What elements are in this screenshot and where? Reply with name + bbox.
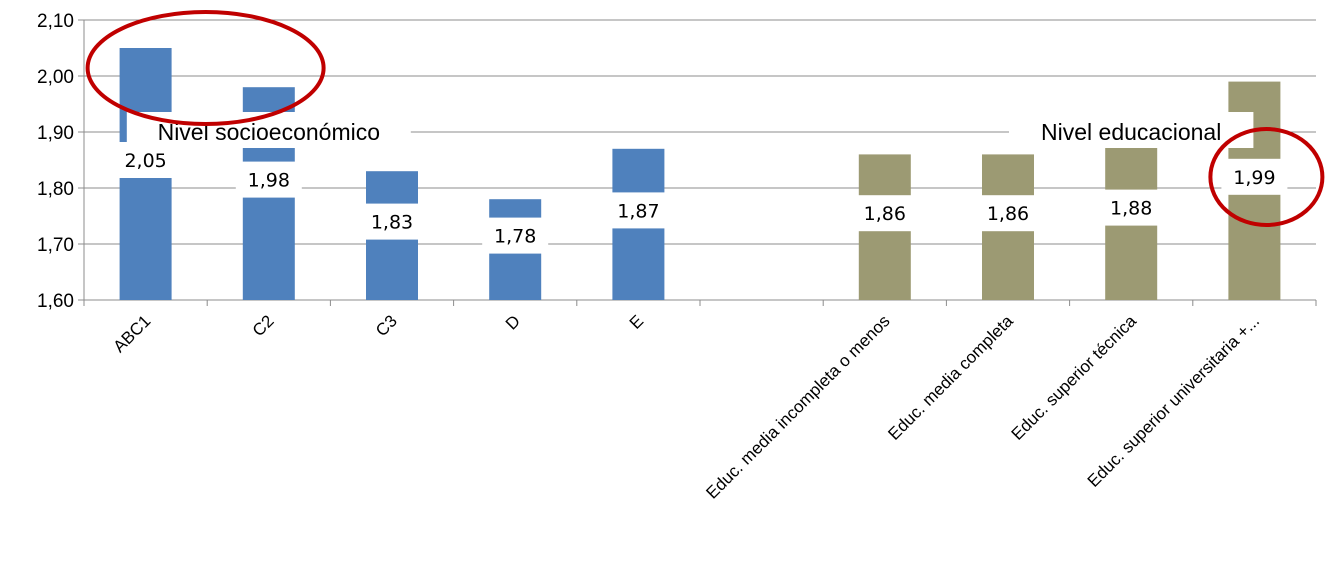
y-tick-label: 2,10 [37,11,74,32]
data-label: 1,86 [864,203,906,225]
y-tick-label: 1,90 [37,123,74,144]
group-label-box [1009,112,1254,148]
y-tick-label: 1,70 [37,235,74,256]
data-label-box [975,195,1041,232]
data-label: 2,05 [124,150,166,172]
data-label: 1,86 [987,203,1029,225]
x-tick-label: Educ. media completa [884,311,1017,444]
data-label-box [1098,189,1165,226]
y-tick-label: 2,00 [37,67,74,88]
data-label: 1,83 [371,212,413,234]
x-tick-label: D [502,311,524,333]
data-label-box [235,161,302,198]
y-tick-label: 1,60 [37,291,74,312]
x-tick-label: Educ. media incompleta o menos [702,311,893,502]
x-tick-label: E [626,311,647,332]
x-tick-label: ABC1 [110,311,155,356]
x-tick-label: Educ. superior técnica [1008,311,1141,444]
data-label: 1,88 [1110,198,1152,220]
data-label-box [482,217,549,254]
data-label-box [359,203,425,240]
x-tick-label: C3 [372,311,401,340]
x-tick-label: C2 [249,311,278,340]
group-labels: Nivel socioeconómico Nivel educacional [126,112,1254,148]
data-label: 1,87 [617,200,659,222]
highlight-circle [1208,127,1325,227]
data-label: 1,98 [248,170,290,192]
highlight-circle [85,10,326,126]
data-label-box [851,195,918,232]
y-tick-label: 1,80 [37,179,74,200]
data-label: 1,78 [494,226,536,248]
data-label-box [605,192,672,229]
group-label-box [126,112,411,148]
group-label: Nivel educacional [1041,119,1221,145]
highlight-circles [85,10,1325,227]
data-label: 1,99 [1233,167,1275,189]
data-label-box [1221,158,1288,195]
